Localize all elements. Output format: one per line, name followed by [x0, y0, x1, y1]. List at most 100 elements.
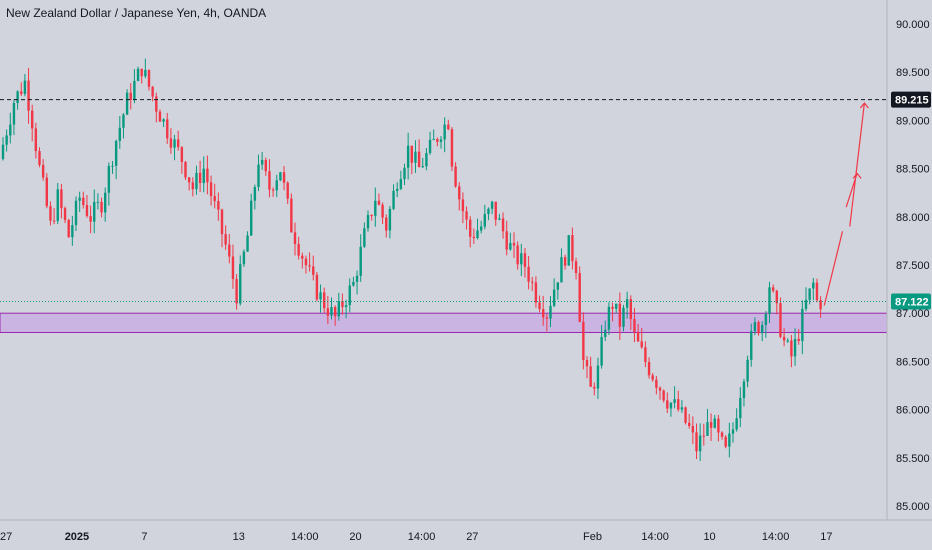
candle-body [151, 86, 154, 97]
candle-body [41, 164, 45, 178]
candle-body [12, 103, 16, 125]
candle-body [319, 292, 322, 300]
candle-body [691, 425, 695, 433]
candle-body [38, 151, 41, 165]
candle-body [78, 197, 81, 201]
candle-body [450, 129, 454, 167]
candle-body [793, 338, 797, 357]
candle-body [403, 167, 406, 180]
x-tick-label: 14:00 [641, 531, 669, 543]
candle-body [140, 68, 143, 77]
candle-body [808, 288, 811, 300]
candle-body [125, 92, 129, 115]
candle-body [673, 399, 676, 403]
x-tick-label: 10 [703, 531, 715, 543]
projection-segment [849, 102, 865, 227]
candle-body [512, 243, 516, 246]
candle-body [344, 305, 348, 308]
candle-body [607, 306, 611, 330]
candle-body [633, 319, 636, 332]
candle-body [479, 226, 483, 231]
candle-body [695, 432, 698, 452]
candle-body [191, 182, 194, 190]
candle-body [27, 80, 30, 111]
candle-body [282, 172, 286, 183]
candle-body [684, 407, 687, 423]
candle-body [5, 135, 8, 145]
candle-body [363, 228, 366, 247]
candle-body [96, 201, 100, 203]
candle-body [85, 204, 89, 216]
candle-body [801, 308, 804, 342]
candle-body [67, 219, 70, 238]
y-tick-label: 85.000 [896, 501, 930, 513]
candle-body [82, 197, 85, 205]
candle-body [779, 303, 782, 337]
candle-body [516, 245, 519, 265]
candle-body [527, 266, 530, 282]
candle-body [279, 172, 282, 181]
candle-body [582, 321, 585, 361]
candle-body [622, 307, 625, 327]
candle-body [60, 189, 63, 209]
candle-body [104, 192, 107, 213]
candle-body [571, 235, 574, 262]
candle-body [454, 166, 457, 187]
candle-body [611, 306, 614, 309]
candle-body [812, 282, 815, 289]
y-tick-label: 89.000 [896, 115, 930, 127]
candle-body [111, 165, 114, 167]
chart-title: New Zealand Dollar / Japanese Yen, 4h, O… [6, 6, 267, 20]
candle-body [761, 325, 764, 334]
candle-body [242, 251, 246, 265]
candle-body [625, 299, 629, 308]
candle-body [158, 111, 162, 122]
candle-body [206, 168, 209, 183]
candle-body [162, 119, 165, 122]
candle-body [417, 151, 421, 168]
candle-body [702, 435, 705, 437]
candle-body [819, 300, 822, 310]
candle-body [750, 331, 753, 360]
candle-body [184, 161, 187, 178]
candle-body [636, 331, 640, 342]
candle-body [264, 159, 267, 172]
candle-body [498, 218, 501, 220]
candle-body [195, 172, 198, 190]
candle-body [567, 235, 570, 266]
candle-body [596, 365, 600, 389]
candle-body [377, 200, 381, 205]
candle-body [355, 275, 359, 282]
candle-body [31, 110, 34, 129]
candle-body [771, 287, 775, 291]
candle-body [782, 336, 786, 341]
candle-body [290, 198, 293, 233]
x-tick-label: 14:00 [408, 531, 436, 543]
candle-body [173, 139, 176, 148]
candle-body [680, 407, 684, 410]
candle-body [735, 418, 738, 430]
candle-body [414, 151, 417, 163]
candle-body [753, 322, 757, 332]
candle-body [731, 429, 735, 434]
candle-body [428, 139, 432, 153]
candle-body [717, 418, 720, 433]
candle-body [556, 282, 559, 290]
candle-body [23, 80, 27, 94]
candle-body [231, 256, 235, 280]
candle-body [542, 309, 545, 318]
candle-body [228, 244, 231, 257]
candle-body [136, 68, 140, 81]
candle-body [56, 189, 59, 221]
candle-body [523, 253, 527, 267]
candle-body [52, 220, 56, 222]
candle-body [89, 215, 92, 222]
y-tick-label: 88.500 [896, 164, 930, 176]
candle-body [662, 390, 665, 401]
arrow-head [852, 172, 862, 179]
candle-body [177, 139, 180, 148]
candle-body [589, 366, 592, 387]
candle-body [93, 202, 96, 222]
candle-body [253, 187, 257, 201]
